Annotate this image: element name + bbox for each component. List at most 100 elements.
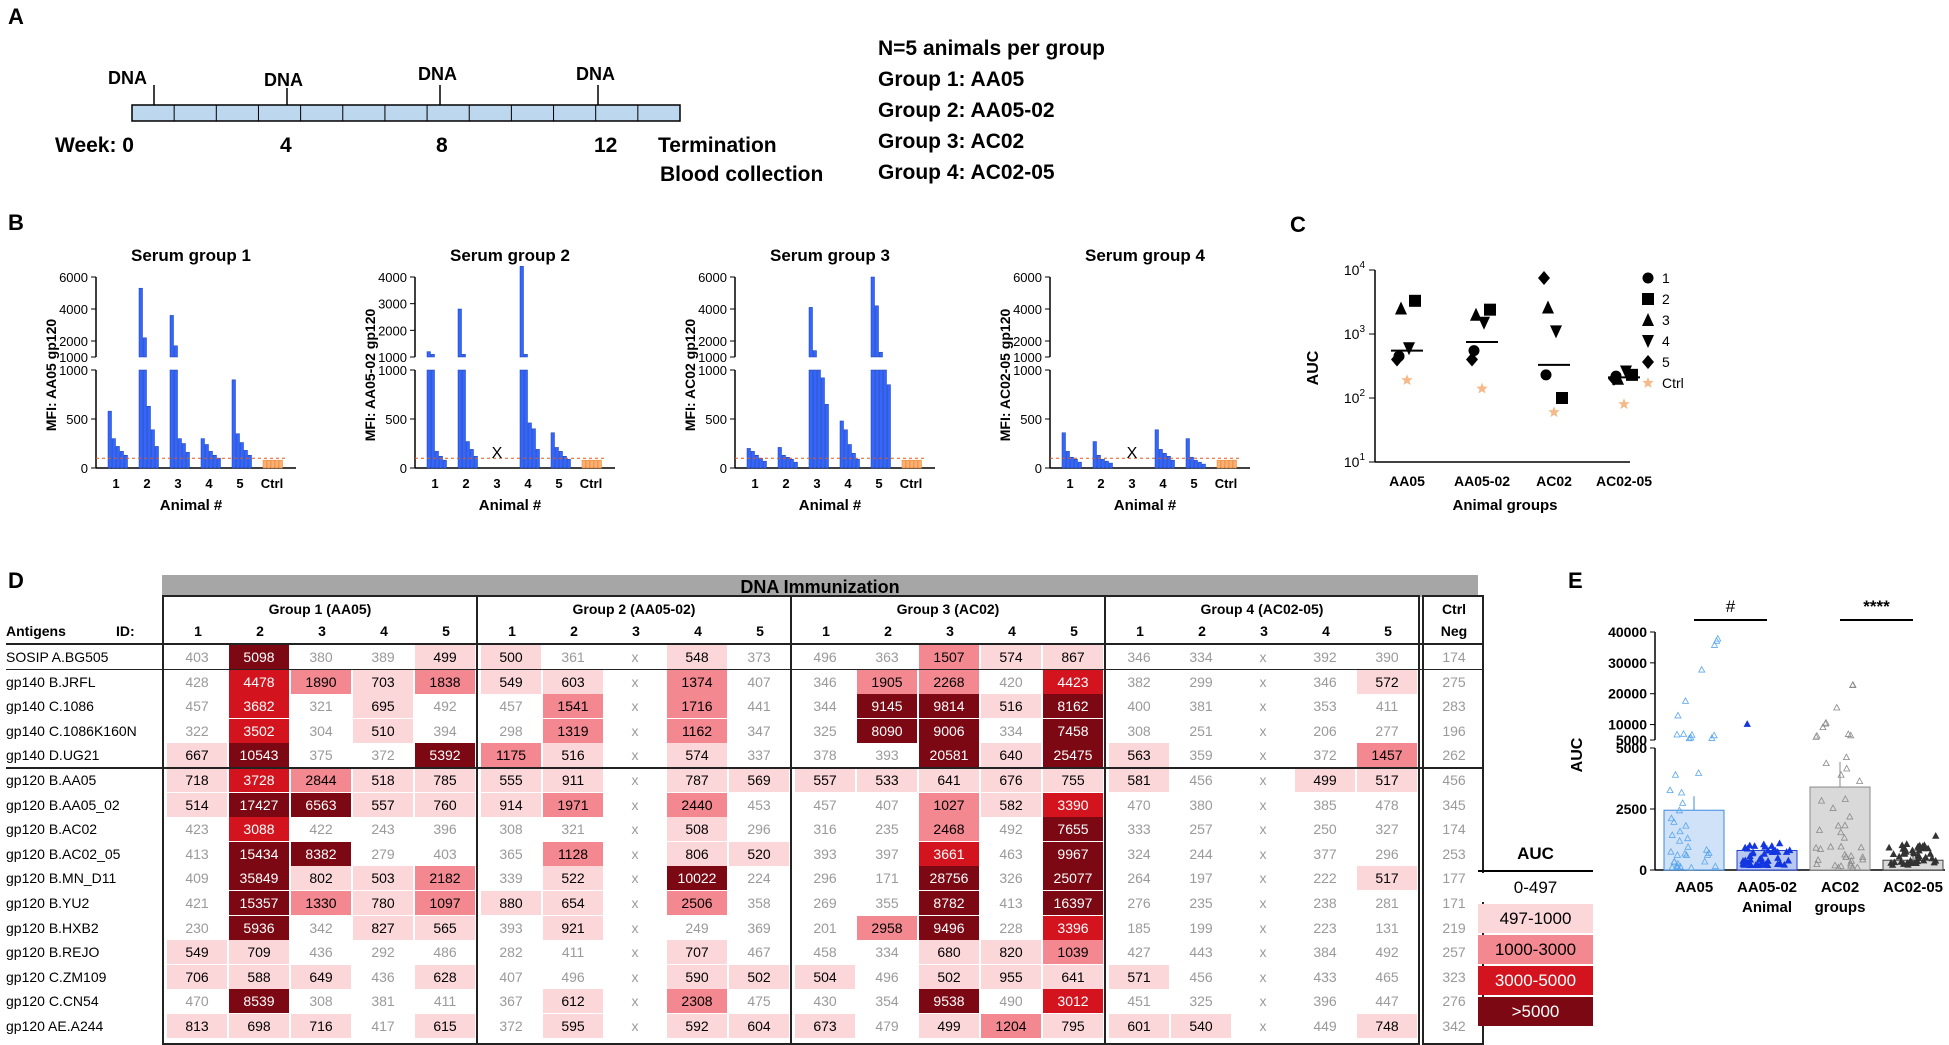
mfi-bar <box>550 432 555 469</box>
heatmap-cell: 449 <box>1313 1018 1337 1034</box>
heatmap-cell: 457 <box>499 698 523 715</box>
mfi-bar <box>781 455 786 469</box>
dna-label-2: DNA <box>418 64 457 84</box>
legend-label: 3 <box>1662 312 1670 328</box>
heatmap-cell: 199 <box>1189 919 1213 936</box>
heatmap-cell: 393 <box>813 845 837 862</box>
heatmap-cell: 377 <box>1313 845 1337 862</box>
heatmap-cell: 380 <box>1189 796 1213 813</box>
heatmap-cell: 522 <box>543 866 603 891</box>
heatmap-cell: 2440 <box>667 792 727 817</box>
auc-point <box>1702 845 1711 853</box>
heatmap-cell: 785 <box>415 768 475 792</box>
heatmap-cell: 496 <box>561 968 585 985</box>
heatmap-cell: 327 <box>1375 821 1399 838</box>
auc-point <box>1748 849 1757 857</box>
ctrl-box <box>1422 595 1484 1045</box>
ctrl-bar <box>585 459 590 469</box>
mfi-bar <box>1069 456 1074 469</box>
heatmap-cell: x <box>631 796 639 813</box>
animal-id: 4 <box>380 623 388 639</box>
y-tick-label: 3000 <box>378 297 407 312</box>
panel-c-label: C <box>1290 212 1306 237</box>
animal-id: 4 <box>694 623 702 639</box>
y-tick-label: 104 <box>1344 260 1366 278</box>
mfi-bar <box>173 369 178 469</box>
heatmap-cell: 1330 <box>291 891 351 915</box>
heatmap-cell: 396 <box>1313 993 1337 1010</box>
heatmap-cell: 787 <box>667 768 727 792</box>
group-header: Group 2 (AA05-02) <box>572 601 696 617</box>
scatter-point <box>1556 392 1568 404</box>
mfi-bar <box>1154 429 1159 469</box>
heatmap-cell: 174 <box>1442 821 1466 838</box>
x-tick-label: 5 <box>875 476 882 491</box>
missing-animal-mark: X <box>1127 445 1138 462</box>
heatmap-cell: 413 <box>999 895 1023 911</box>
mfi-bar <box>820 377 825 469</box>
heatmap-cell: 9967 <box>1043 841 1103 866</box>
heatmap-row: gp120 B.REJO 549 709 436 292 486 282 411 x 707 467… <box>6 940 1482 965</box>
panel-a-label: A <box>8 4 24 29</box>
heatmap-cell: 780 <box>353 891 413 915</box>
auc-point <box>1813 731 1821 739</box>
heatmap-cell: 342 <box>309 919 333 936</box>
y-tick-label: 0 <box>400 461 407 476</box>
mfi-bar <box>138 369 143 469</box>
mfi-bar <box>839 420 844 469</box>
heatmap-cell: 1039 <box>1043 940 1103 965</box>
heatmap-cell: 492 <box>1375 944 1399 961</box>
y-tick-label: 40000 <box>1608 624 1647 640</box>
heatmap-cell: 500 <box>481 645 541 669</box>
scatter-point <box>1478 316 1490 330</box>
ctrl-bar <box>581 459 586 469</box>
heatmap-row: gp120 B.AC02_05 413 15434 8382 279 403 365 1128… <box>6 841 1482 866</box>
scatter-point <box>1550 325 1562 339</box>
heatmap-cell: 496 <box>875 968 899 985</box>
heatmap-cell: 334 <box>1189 649 1213 665</box>
heatmap-cell: x <box>1259 870 1267 887</box>
y-tick-label: 2500 <box>1616 801 1647 817</box>
y-tick-label: 4000 <box>1013 302 1042 317</box>
auc-point <box>1849 680 1857 688</box>
auc-point <box>1834 863 1843 871</box>
group-info: N=5 animals per group Group 1: AA05 Grou… <box>878 33 1105 188</box>
heatmap-cell: x <box>1259 772 1267 788</box>
heatmap-row: gp140 C.1086K160N 322 3502 304 510 394 298 1319… <box>6 718 1482 743</box>
heatmap-cell: 470 <box>1127 796 1151 813</box>
heatmap-cell: x <box>1259 845 1267 862</box>
heatmap-cell: 17427 <box>229 792 289 817</box>
heatmap-cell: 503 <box>353 866 413 891</box>
serum-group-chart-1: Serum group 1600040002000100010005000MFI… <box>43 246 296 514</box>
heatmap-cell: 7458 <box>1043 718 1103 743</box>
heatmap-cell: 321 <box>561 821 585 838</box>
mfi-bar <box>426 369 431 469</box>
auc-point <box>1842 753 1851 761</box>
heatmap-cell: 1097 <box>415 891 475 915</box>
heatmap-cell: 490 <box>999 993 1023 1010</box>
heatmap-cell: x <box>631 1018 639 1034</box>
mfi-bar <box>754 455 759 469</box>
mfi-bar <box>243 450 248 469</box>
heatmap-cell: 604 <box>729 1014 789 1038</box>
heatmap-cell: 400 <box>1127 698 1151 715</box>
auc-point <box>1710 731 1718 739</box>
heatmap-cell: 457 <box>185 698 209 715</box>
panel-b-label: B <box>8 210 24 235</box>
heatmap-cell: 346 <box>1127 649 1151 665</box>
heatmap-cell: 571 <box>1109 964 1169 989</box>
blood-collection-label: Blood collection <box>660 163 824 186</box>
mfi-bar <box>523 369 528 469</box>
y-tick-label: 103 <box>1344 324 1366 342</box>
timeline-ticks <box>173 105 639 121</box>
heatmap-cell: 253 <box>1442 845 1466 862</box>
heatmap-cell: 4478 <box>229 669 289 694</box>
auc-point <box>1682 851 1691 858</box>
auc-point <box>1817 796 1826 804</box>
heatmap-cell: 654 <box>543 891 603 915</box>
heatmap-cell: x <box>631 919 639 936</box>
auc-point <box>1764 846 1772 854</box>
heatmap-cell: 334 <box>999 722 1023 739</box>
row-separator <box>6 767 1482 769</box>
y-tick-label: 4000 <box>378 270 407 285</box>
